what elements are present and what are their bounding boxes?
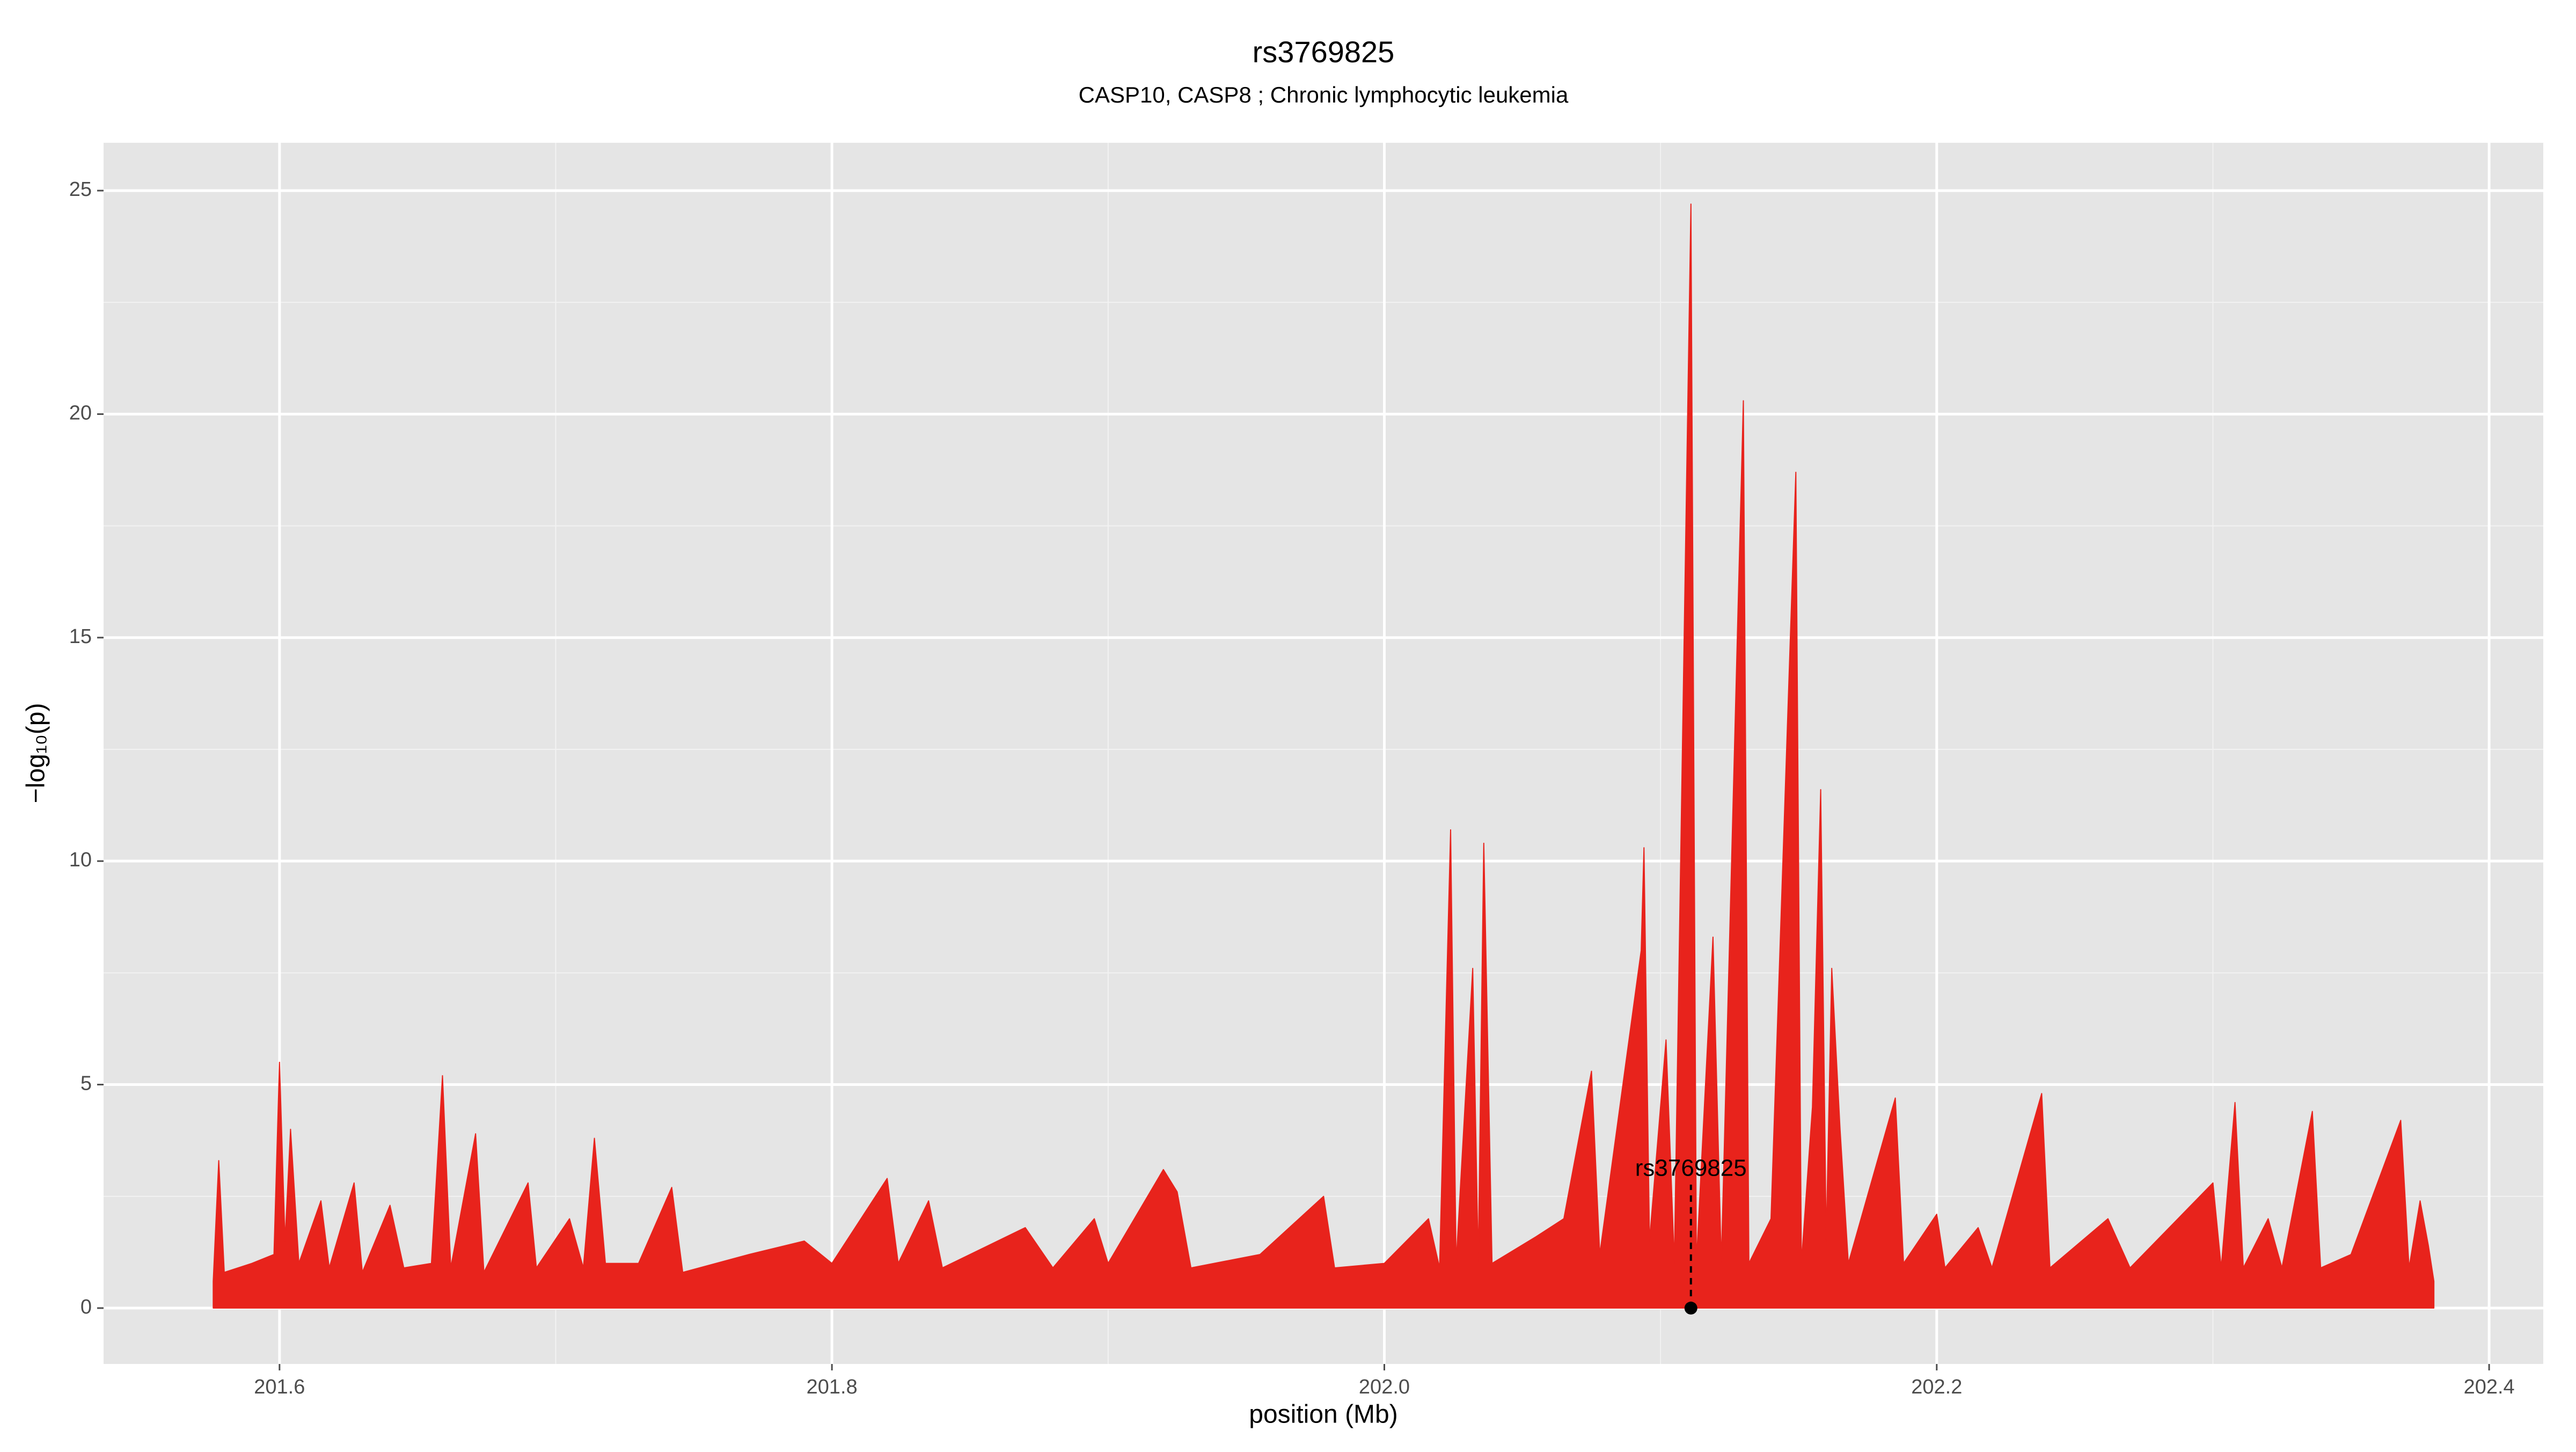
x-tick-label: 202.0 [1359, 1376, 1410, 1398]
x-tick-label: 201.6 [254, 1376, 305, 1398]
y-tick-label: 5 [80, 1072, 92, 1095]
chart-subtitle: CASP10, CASP8 ; Chronic lymphocytic leuk… [1079, 82, 1569, 107]
y-tick-label: 25 [69, 178, 92, 201]
x-tick-label: 201.8 [807, 1376, 858, 1398]
plot-panel [104, 143, 2543, 1364]
annotation-point [1684, 1301, 1697, 1315]
x-tick-label: 202.4 [2464, 1376, 2515, 1398]
y-tick-label: 10 [69, 849, 92, 871]
y-tick-label: 0 [80, 1296, 92, 1318]
y-tick-label: 15 [69, 625, 92, 648]
signal-area [213, 203, 2435, 1309]
x-axis-label: position (Mb) [1249, 1400, 1397, 1429]
x-tick-label: 202.2 [1911, 1376, 1962, 1398]
annotation-label: rs3769825 [1635, 1155, 1747, 1181]
y-tick-label: 20 [69, 402, 92, 424]
y-axis-label: −log₁₀(p) [22, 703, 50, 804]
chart-title: rs3769825 [1253, 35, 1395, 69]
